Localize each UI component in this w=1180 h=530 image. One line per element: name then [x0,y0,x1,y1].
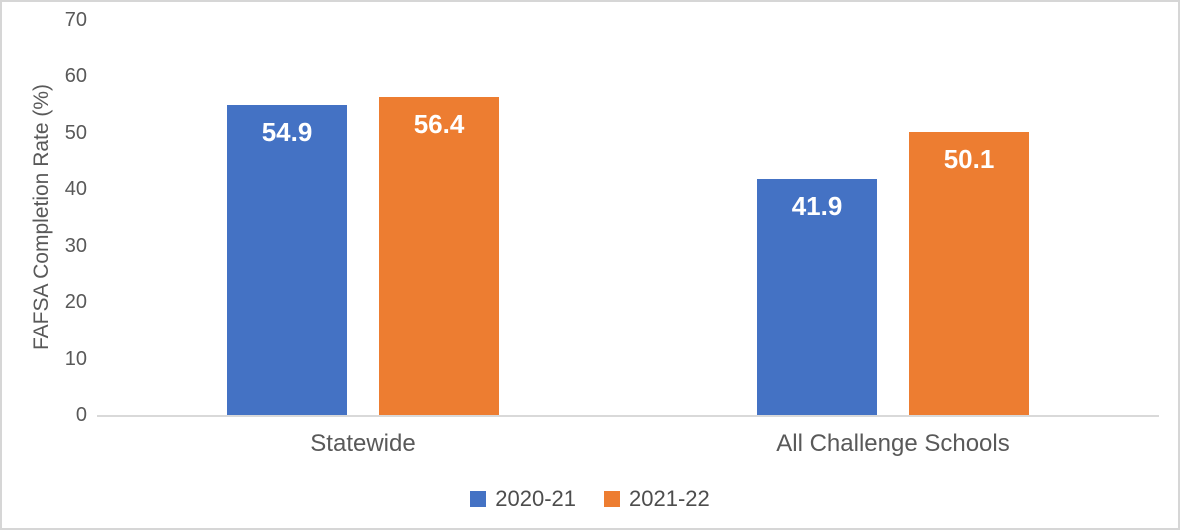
y-tick-label: 50 [64,121,87,144]
legend-item-2020-21: 2020-21 [470,486,576,512]
legend: 2020-21 2021-22 [2,486,1178,512]
y-tick-label: 40 [64,178,87,201]
bar-2021-22-Statewide: 56.4 [379,96,499,415]
category-label-1: All Challenge Schools [776,430,1010,457]
legend-label: 2020-21 [495,486,576,511]
bar-2020-21-All Challenge Schools: 41.9 [757,178,877,415]
y-tick-label: 0 [75,404,87,426]
legend-swatch-icon [604,491,620,507]
bar-2021-22-All Challenge Schools: 50.1 [909,132,1029,415]
y-tick-label: 60 [64,65,87,88]
legend-swatch-icon [470,491,487,507]
bar-2020-21-Statewide: 54.9 [227,105,347,415]
y-tick-label: 70 [64,9,87,31]
bar-data-label: 50.1 [943,144,995,175]
y-tick-label: 20 [64,291,87,314]
y-tick-label: 30 [64,234,87,257]
x-axis-line [97,415,1159,417]
y-tick-label: 10 [64,347,87,370]
legend-label: 2021-22 [629,486,710,511]
category-label-0: Statewide [310,430,416,457]
bar-data-label: 54.9 [261,117,313,148]
bar-data-label: 41.9 [791,190,843,221]
bar-data-label: 56.4 [413,108,465,139]
legend-item-2021-22: 2021-22 [604,486,710,512]
